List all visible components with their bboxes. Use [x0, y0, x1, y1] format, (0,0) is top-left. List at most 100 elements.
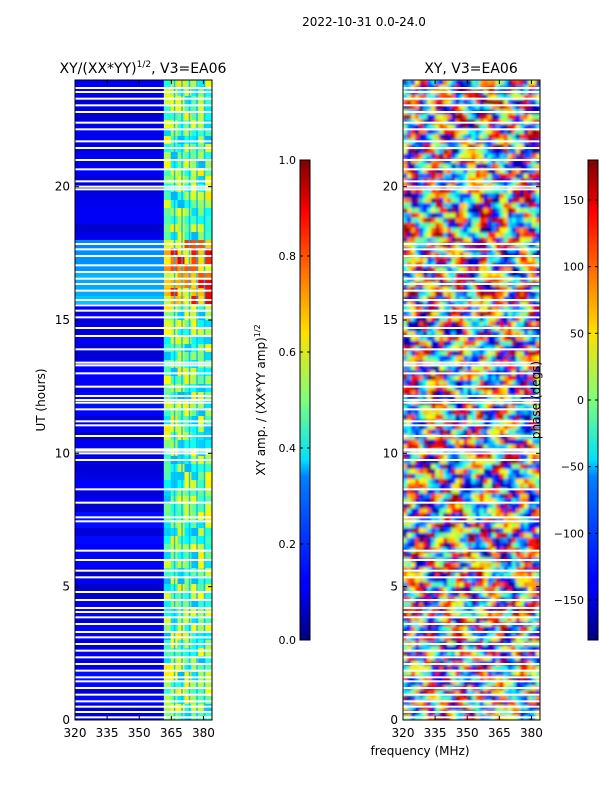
- phase-cell: [471, 582, 476, 588]
- phase-cell: [411, 168, 416, 174]
- amp-flag-line: [75, 643, 212, 645]
- phase-cell: [431, 572, 436, 578]
- phase-cell: [471, 483, 476, 490]
- phase-cell: [479, 587, 484, 593]
- phase-cell: [415, 144, 420, 150]
- phase-cell: [479, 350, 484, 357]
- phase-cell: [459, 173, 464, 179]
- amp-band-cell: [184, 440, 192, 449]
- amp-band-cell: [205, 344, 212, 353]
- phase-cell: [519, 212, 525, 219]
- amp-ytick-label: 15: [55, 313, 70, 327]
- phase-cell: [475, 611, 480, 618]
- phase-cell: [475, 237, 480, 243]
- phase-cell: [467, 336, 472, 342]
- phase-cell: [527, 631, 533, 637]
- phase-cell: [491, 134, 497, 140]
- phase-cell: [447, 237, 452, 243]
- phase-cell: [439, 168, 444, 174]
- phase-cell: [447, 316, 452, 322]
- amp-band-low: [75, 320, 164, 329]
- figure-suptitle: 2022-10-31 0.0-24.0: [302, 15, 426, 29]
- phase-cell: [535, 528, 540, 534]
- phase-cell: [519, 601, 525, 608]
- phase-cell: [531, 94, 537, 101]
- phase-cell: [491, 483, 497, 490]
- amp-band-cell: [198, 104, 206, 113]
- phase-cell: [507, 636, 513, 642]
- phase-cell: [455, 606, 460, 613]
- amp-band-cell: [184, 408, 192, 417]
- amp-band-cell: [198, 648, 206, 657]
- amp-band-cell: [205, 200, 212, 209]
- phase-cell: [527, 636, 533, 642]
- amp-flag-line: [75, 711, 212, 713]
- phase-cell: [503, 444, 509, 450]
- phase-cell: [467, 562, 472, 568]
- amp-band-cell: [184, 184, 192, 193]
- amp-band-cell: [163, 584, 172, 593]
- phase-cell: [491, 656, 497, 662]
- phase-cell: [507, 365, 513, 371]
- phase-cell: [519, 385, 525, 391]
- phase-cell: [435, 286, 440, 293]
- phase-cell: [447, 272, 452, 278]
- amp-band-cell: [177, 440, 185, 449]
- phase-cell: [503, 291, 509, 298]
- phase-cell: [487, 212, 493, 219]
- amp-band-cell: [184, 216, 192, 225]
- phase-cell: [495, 651, 501, 657]
- phase-cell: [431, 577, 436, 583]
- phase-cell: [531, 144, 537, 150]
- phase-cell: [527, 257, 533, 263]
- amp-band-cell: [198, 424, 206, 433]
- phase-cell: [431, 449, 436, 455]
- phase-cell: [419, 429, 424, 435]
- phase-cell: [423, 203, 428, 209]
- amp-band-cell: [198, 352, 206, 361]
- phase-cell: [467, 365, 472, 371]
- phase-cell: [403, 404, 408, 411]
- amp-band-cell: [205, 192, 212, 201]
- phase-cell: [443, 173, 448, 179]
- phase-cell: [527, 651, 533, 657]
- amp-band-low: [75, 248, 164, 257]
- phase-cell: [499, 267, 505, 273]
- phase-cell: [415, 498, 420, 504]
- phase-cell: [523, 454, 529, 460]
- phase-cell: [427, 114, 432, 120]
- phase-cell: [523, 601, 529, 608]
- phase-cell: [527, 542, 533, 549]
- phase-cell: [499, 562, 505, 568]
- phase-cell: [527, 286, 533, 293]
- amp-flag-line: [75, 705, 212, 708]
- phase-cell: [435, 331, 440, 337]
- phase-cell: [407, 459, 412, 465]
- phase-cell: [483, 493, 489, 499]
- amp-band-cell: [198, 464, 206, 473]
- phase-cell: [427, 311, 432, 317]
- phase-cell: [531, 198, 537, 204]
- phase-cell: [435, 306, 440, 312]
- amp-band-cell: [191, 304, 199, 313]
- phase-cell: [503, 301, 509, 307]
- amp-band-cell: [163, 504, 172, 513]
- phase-cell: [423, 552, 428, 558]
- phase-cell: [419, 523, 424, 529]
- phase-cell: [415, 429, 420, 435]
- phase-cell: [411, 656, 416, 662]
- phase-cell: [431, 365, 436, 371]
- phase-cell: [523, 478, 529, 485]
- phase-cell: [535, 208, 540, 214]
- amp-band-cell: [191, 248, 199, 257]
- phase-cell: [487, 670, 493, 677]
- phase-cell: [455, 316, 460, 322]
- phase-cell: [491, 104, 497, 110]
- phase-cell: [451, 454, 456, 460]
- amp-band-cell: [191, 416, 199, 425]
- phase-cell: [467, 331, 472, 337]
- phase-cell: [503, 203, 509, 209]
- phase-cell: [467, 129, 472, 135]
- amp-band-cell: [191, 112, 199, 121]
- phase-cell: [531, 395, 537, 401]
